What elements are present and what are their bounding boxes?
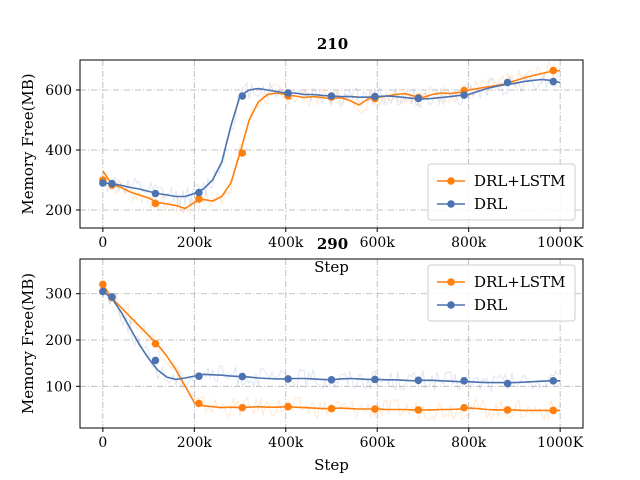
legend-swatch-marker (447, 278, 455, 286)
series-2-point-11 (549, 376, 558, 385)
series-2-point-6 (327, 376, 336, 384)
series-2-point-3 (195, 188, 203, 197)
series-2-point-6 (327, 92, 336, 100)
series-1-point-0 (99, 280, 107, 289)
series-2-point-8 (414, 94, 423, 103)
x-axis-label: Step (314, 258, 349, 276)
series-2-point-7 (371, 375, 379, 384)
x-tick-label: 1000K (537, 235, 584, 251)
series-2-point-0 (99, 287, 107, 296)
legend-label: DRL+LSTM (474, 273, 565, 291)
x-tick-label: 600k (360, 435, 396, 451)
series-1-point-11 (549, 406, 558, 415)
y-tick-label: 100 (45, 379, 72, 395)
series-1-point-4 (238, 403, 247, 412)
series-1-point-6 (327, 404, 336, 413)
series-1-point-8 (414, 406, 423, 414)
series-2-point-11 (549, 77, 558, 86)
series-1-point-7 (371, 405, 379, 413)
legend-label: DRL (474, 296, 507, 314)
x-tick-label: 800k (451, 435, 487, 451)
axes-frame (79, 59, 584, 229)
y-axis-label: Memory Free(MB) (19, 73, 37, 214)
x-tick-label: 600k (360, 235, 396, 251)
y-tick-label: 200 (45, 333, 72, 349)
series-1-point-10 (549, 66, 558, 75)
series-1-point-2 (151, 199, 160, 208)
series-1-point-3 (195, 195, 203, 203)
series-2-point-1 (108, 179, 116, 188)
legend-box (427, 163, 576, 221)
legend-swatch-marker (447, 200, 455, 208)
x-tick-label: 200k (177, 235, 213, 251)
x-axis-label: Step (314, 456, 349, 474)
series-2-point-9 (460, 376, 468, 385)
series-2-point-9 (460, 91, 468, 99)
chart-title: 290 (317, 235, 348, 253)
series-2-point-10 (503, 379, 512, 388)
series-2-point-3 (195, 372, 203, 380)
series-2-point-8 (414, 376, 423, 385)
series-2-point-5 (284, 375, 292, 383)
raw-trace-1 (102, 60, 559, 215)
x-tick-label: 800k (451, 235, 487, 251)
legend-label: DRL (474, 195, 507, 213)
x-tick-label: 0 (98, 235, 107, 251)
x-tick-label: 200k (177, 435, 213, 451)
legend-box (427, 264, 576, 322)
y-axis-label: Memory Free(MB) (19, 273, 37, 414)
series-1-point-3 (195, 399, 203, 408)
axes-frame (79, 258, 584, 429)
x-tick-label: 400k (268, 235, 304, 251)
series-2-point-7 (371, 92, 379, 101)
series-2-point-5 (284, 89, 292, 97)
x-tick-label: 400k (268, 435, 304, 451)
legend-swatch-marker (447, 177, 455, 185)
series-2-point-10 (503, 78, 512, 87)
legend: DRL+LSTM DRL (427, 163, 576, 221)
chart-1: 0 200k 400k 600k 800k 1000K 200 400 600 Step Memor… (19, 35, 584, 276)
legend-swatch-marker (447, 301, 455, 309)
series-1-point-9 (460, 403, 468, 412)
chart-title: 210 (317, 35, 348, 53)
legend: DRL+LSTM DRL (427, 264, 576, 322)
series-2-point-1 (108, 293, 116, 301)
x-tick-label: 0 (98, 435, 107, 451)
y-tick-label: 400 (45, 143, 72, 159)
series-1-point-4 (238, 149, 247, 157)
series-1-point-2 (151, 339, 160, 348)
x-tick-label: 1000K (537, 435, 584, 451)
legend-label: DRL+LSTM (474, 172, 565, 190)
chart-2: 0 200k 400k 600k 800k 1000K 100 200 300 Step Memor… (19, 235, 584, 474)
series-1-point-5 (284, 402, 292, 411)
series-2-point-4 (238, 372, 247, 381)
y-tick-label: 600 (45, 83, 72, 99)
y-tick-label: 300 (45, 287, 72, 303)
y-tick-label: 200 (45, 203, 72, 219)
series-1-point-10 (503, 406, 512, 414)
series-2-point-0 (99, 179, 107, 187)
series-2-point-2 (151, 189, 160, 198)
series-2-point-4 (238, 92, 247, 100)
series-2-point-2 (151, 356, 160, 365)
